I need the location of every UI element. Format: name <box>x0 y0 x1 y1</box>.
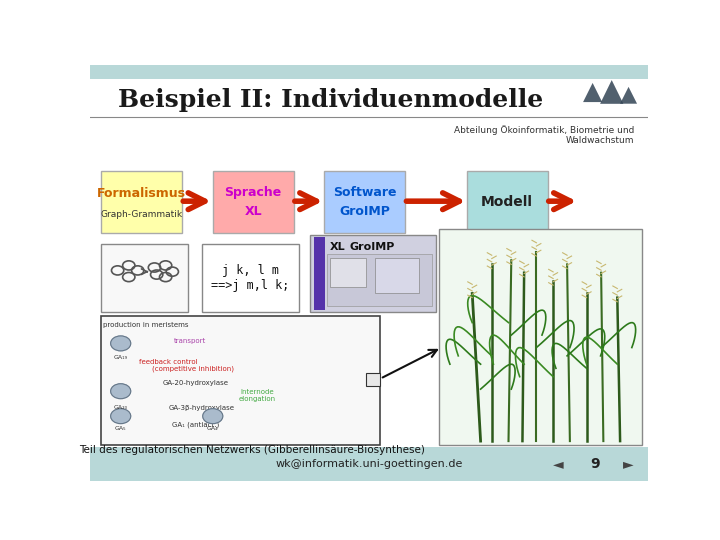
Text: 9: 9 <box>590 457 600 471</box>
Bar <box>330 258 366 287</box>
Circle shape <box>111 384 131 399</box>
Circle shape <box>111 409 131 424</box>
FancyBboxPatch shape <box>101 171 182 233</box>
Text: feedback control: feedback control <box>139 359 197 365</box>
Text: Abteilung Ökoinformatik, Biometrie und
Waldwachstum: Abteilung Ökoinformatik, Biometrie und W… <box>454 125 634 145</box>
Text: XL: XL <box>244 205 262 218</box>
Text: GA₅: GA₅ <box>115 426 127 431</box>
FancyBboxPatch shape <box>467 171 548 233</box>
FancyBboxPatch shape <box>202 244 300 312</box>
Text: (competitive inhibition): (competitive inhibition) <box>152 365 234 372</box>
Text: GroIMP: GroIMP <box>339 205 390 218</box>
Bar <box>374 258 419 294</box>
Text: j k, l m
==>j m,l k;: j k, l m ==>j m,l k; <box>211 264 289 292</box>
Text: GA₁ (antiact.): GA₁ (antiact.) <box>172 421 220 428</box>
Text: ◄: ◄ <box>554 457 564 471</box>
Bar <box>327 254 432 306</box>
Text: ►: ► <box>623 457 634 471</box>
Text: XL: XL <box>330 241 346 252</box>
Text: ▲: ▲ <box>582 80 602 104</box>
Text: Formalismus: Formalismus <box>97 187 186 200</box>
FancyBboxPatch shape <box>101 316 380 446</box>
Text: GA₁₉: GA₁₉ <box>114 355 127 360</box>
FancyBboxPatch shape <box>101 244 188 312</box>
Bar <box>366 373 380 386</box>
Text: GA-20-hydroxylase: GA-20-hydroxylase <box>163 380 229 386</box>
Text: Sprache: Sprache <box>225 186 282 199</box>
Text: Graph-Grammatik: Graph-Grammatik <box>101 210 183 219</box>
Text: wk@informatik.uni-goettingen.de: wk@informatik.uni-goettingen.de <box>275 459 463 469</box>
Circle shape <box>203 409 222 424</box>
FancyBboxPatch shape <box>438 229 642 446</box>
Text: Modell: Modell <box>481 195 533 209</box>
FancyBboxPatch shape <box>310 235 436 312</box>
Text: ▲: ▲ <box>600 77 624 106</box>
Text: ▲: ▲ <box>620 84 637 104</box>
Text: Internode
elongation: Internode elongation <box>239 389 276 402</box>
Text: production in meristems: production in meristems <box>103 322 189 328</box>
Bar <box>90 447 648 481</box>
Text: GroIMP: GroIMP <box>349 241 395 252</box>
Text: Beispiel II: Individuenmodelle: Beispiel II: Individuenmodelle <box>118 88 543 112</box>
Text: transport: transport <box>174 338 207 345</box>
Bar <box>90 65 648 79</box>
Circle shape <box>111 336 131 351</box>
FancyBboxPatch shape <box>324 171 405 233</box>
FancyBboxPatch shape <box>213 171 294 233</box>
Text: GA-3β-hydroxylase: GA-3β-hydroxylase <box>168 405 235 411</box>
Text: Software: Software <box>333 186 397 199</box>
Text: GA₄: GA₄ <box>207 426 219 431</box>
Bar <box>315 238 325 310</box>
Text: GA₂₀: GA₂₀ <box>114 406 127 410</box>
Text: Teil des regulatorischen Netzwerks (Gibberellinsäure-Biosynthese): Teil des regulatorischen Netzwerks (Gibb… <box>79 446 425 455</box>
